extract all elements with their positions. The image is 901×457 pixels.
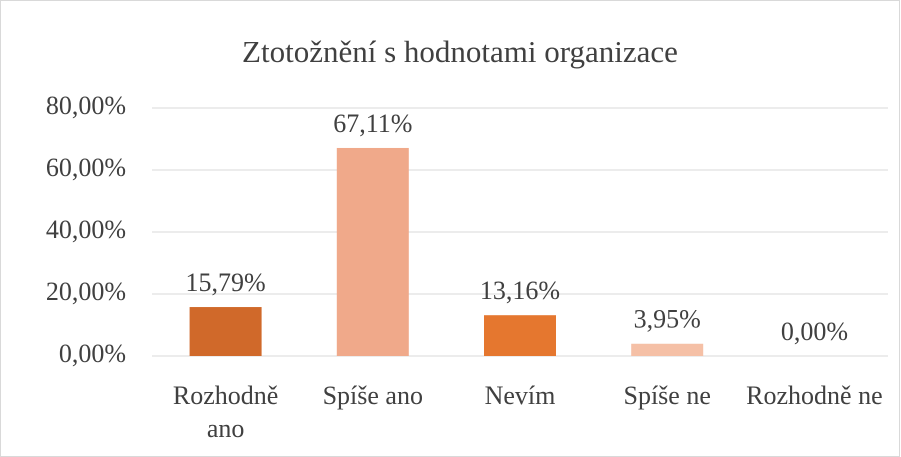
x-tick-label: Spíše ne (623, 381, 711, 410)
chart-title: Ztotožnění s hodnotami organizace (242, 34, 678, 69)
x-tick-label: Spíše ano (322, 381, 423, 410)
y-tick-label: 80,00% (46, 91, 126, 120)
x-tick-label: Rozhodně ano (172, 381, 279, 443)
data-label: 15,79% (186, 268, 266, 297)
data-label: 0,00% (781, 317, 848, 346)
y-tick-label: 60,00% (46, 153, 126, 182)
x-tick-label: Rozhodně ne (746, 381, 883, 410)
y-tick-label: 20,00% (46, 277, 126, 306)
x-tick-label: Nevím (484, 381, 556, 410)
bar (484, 315, 556, 356)
bar (631, 343, 704, 356)
y-tick-label: 0,00% (59, 339, 126, 368)
data-label: 13,16% (480, 276, 560, 305)
bar (336, 147, 409, 356)
data-label: 67,11% (333, 109, 412, 138)
y-tick-label: 40,00% (46, 215, 126, 244)
data-label: 3,95% (634, 305, 701, 334)
bar (189, 307, 262, 356)
